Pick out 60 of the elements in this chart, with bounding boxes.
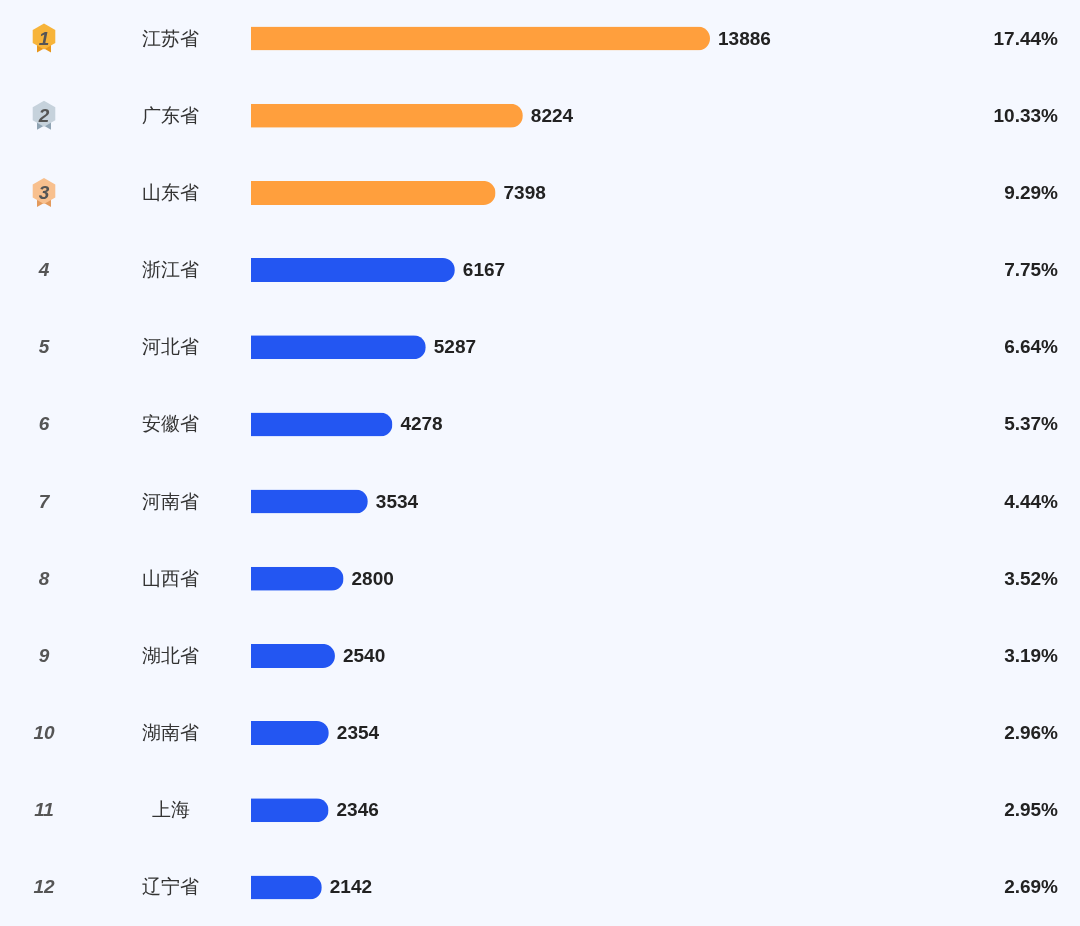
bar: [251, 798, 329, 823]
data-label: 2540: [342, 644, 386, 666]
y-tick-label: 湖北省: [142, 644, 199, 666]
data-label: 8224: [530, 104, 574, 126]
text: 5: [38, 336, 50, 358]
bar: [251, 103, 523, 128]
text: 8: [38, 567, 50, 589]
data-label: 4278: [400, 413, 443, 435]
text: 3: [38, 181, 50, 203]
bar: [251, 489, 368, 514]
text: 3.19%: [1004, 644, 1059, 666]
text: 17.44%: [993, 27, 1059, 49]
data-label: 2800: [351, 567, 394, 589]
text: 4: [37, 259, 50, 281]
text: 6: [38, 413, 50, 435]
data-label: 2354: [336, 722, 380, 744]
y-tick-label: 山西省: [142, 567, 199, 589]
y-tick-label: 河北省: [142, 336, 199, 358]
text: 9.29%: [1004, 181, 1059, 203]
y-tick-label: 山东省: [142, 181, 199, 203]
data-label: 5287: [433, 336, 477, 358]
data-label: 6167: [462, 259, 506, 281]
bar: [251, 412, 393, 437]
bar: [251, 566, 344, 591]
text: 10: [33, 722, 55, 744]
text: 3.52%: [1004, 567, 1059, 589]
text: 4.44%: [1004, 490, 1059, 512]
bar: [251, 643, 335, 668]
text: 6.64%: [1004, 336, 1059, 358]
text: 9: [38, 644, 50, 666]
y-tick-label: 湖南省: [142, 722, 199, 744]
data-label: 13886: [718, 27, 771, 49]
y-tick-label: 江苏省: [142, 27, 199, 49]
data-label: 2346: [336, 799, 379, 821]
bar: [251, 180, 496, 205]
data-label: 2142: [329, 876, 373, 898]
y-tick-label: 辽宁省: [142, 876, 199, 898]
bar: [251, 335, 426, 360]
text: 5.37%: [1004, 413, 1059, 435]
bar: [251, 721, 329, 746]
text: 11: [34, 799, 54, 821]
bar: [251, 875, 322, 900]
bar: [251, 258, 455, 283]
text: 2.96%: [1004, 722, 1059, 744]
y-tick-label: 广东省: [142, 104, 199, 126]
text: 10.33%: [993, 104, 1059, 126]
text: 7.75%: [1004, 259, 1059, 281]
y-tick-label: 安徽省: [142, 413, 199, 435]
text: 12: [33, 876, 55, 898]
text: 7: [38, 490, 51, 512]
y-tick-label: 河南省: [142, 490, 199, 512]
y-tick-label: 上海: [151, 799, 190, 821]
text: 2.95%: [1004, 799, 1059, 821]
data-label: 3534: [375, 490, 419, 512]
text: 2.69%: [1004, 876, 1059, 898]
bar: [251, 26, 710, 51]
y-tick-label: 浙江省: [142, 259, 199, 281]
text: 2: [37, 104, 50, 126]
text: 1: [38, 27, 50, 49]
data-label: 7398: [503, 181, 546, 203]
